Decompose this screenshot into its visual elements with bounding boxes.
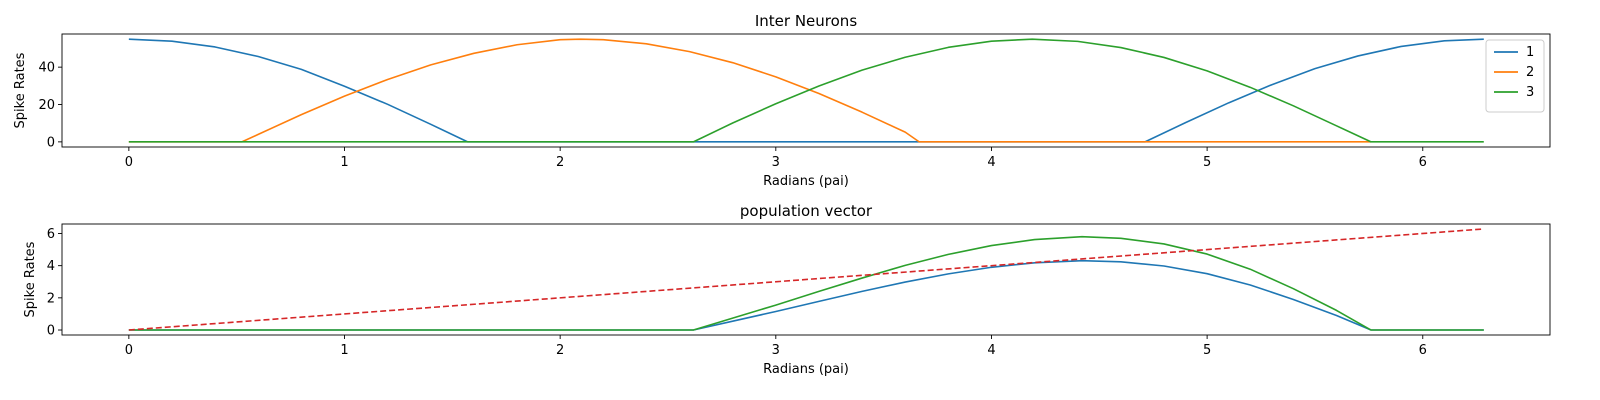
chart-title: Inter Neurons xyxy=(755,12,857,30)
x-tick-label: 3 xyxy=(772,343,780,358)
x-tick-label: 2 xyxy=(556,155,564,170)
x-tick-label: 0 xyxy=(125,343,133,358)
x-tick-label: 4 xyxy=(987,343,995,358)
y-tick-label: 2 xyxy=(47,291,55,306)
chart-title: population vector xyxy=(740,202,873,220)
legend-entry-label: 3 xyxy=(1526,85,1534,100)
legend-entry-label: 1 xyxy=(1526,45,1534,60)
legend-entry-label: 2 xyxy=(1526,65,1534,80)
x-axis-label: Radians (pai) xyxy=(763,362,849,377)
x-tick-label: 4 xyxy=(987,155,995,170)
y-tick-label: 4 xyxy=(47,259,55,274)
y-tick-label: 0 xyxy=(47,135,55,150)
x-tick-label: 5 xyxy=(1203,343,1211,358)
series-line-2 xyxy=(128,38,1372,143)
x-tick-label: 0 xyxy=(125,155,133,170)
legend: 1 2 3 xyxy=(1485,39,1545,113)
x-axis-label: Radians (pai) xyxy=(763,174,849,189)
x-tick-label: 6 xyxy=(1419,343,1427,358)
series-line-3 xyxy=(128,38,1484,143)
series-line-3 xyxy=(128,228,1484,331)
x-tick-label: 3 xyxy=(772,155,780,170)
y-tick-label: 6 xyxy=(47,227,55,242)
y-tick-label: 40 xyxy=(38,61,55,76)
y-axis-label: Spike Rates xyxy=(13,52,28,128)
y-tick-label: 20 xyxy=(38,98,55,113)
subplot-2: 0 1 2 3 4 5 6 0 2 4 6 population vector Radians (pai… xyxy=(23,202,1551,377)
series-line-1 xyxy=(128,38,1484,143)
series-line-1 xyxy=(128,259,1484,331)
series-line-2 xyxy=(128,235,1484,331)
x-tick-label: 6 xyxy=(1419,155,1427,170)
subplot-1: 0 1 2 3 4 5 6 0 20 40 Inter Neurons Radians (pai) Sp… xyxy=(13,12,1551,189)
y-tick-label: 0 xyxy=(47,324,55,339)
axes-frame xyxy=(61,223,1551,336)
x-tick-label: 1 xyxy=(340,155,348,170)
axes-frame xyxy=(61,33,1551,148)
x-tick-label: 2 xyxy=(556,343,564,358)
legend-box xyxy=(1485,39,1545,113)
y-axis-label: Spike Rates xyxy=(23,241,38,317)
x-tick-label: 1 xyxy=(340,343,348,358)
x-tick-label: 5 xyxy=(1203,155,1211,170)
